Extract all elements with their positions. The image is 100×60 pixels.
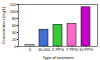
svg-text:60: 60 — [12, 23, 17, 28]
svg-text:100: 100 — [10, 9, 17, 14]
svg-text:0: 0 — [29, 47, 32, 52]
svg-text:40: 40 — [12, 30, 17, 35]
svg-text:0: 0 — [14, 44, 17, 49]
svg-text:80: 80 — [12, 16, 17, 21]
svg-text:10,000: 10,000 — [38, 47, 51, 52]
svg-text:Type of treatment: Type of treatment — [42, 55, 74, 60]
svg-text:120: 120 — [10, 2, 17, 7]
svg-text:5 PPG: 5 PPG — [52, 47, 64, 52]
svg-text:20: 20 — [12, 37, 17, 42]
svg-text:10 PPG: 10 PPG — [79, 47, 93, 52]
svg-text:Concentration (mg/L): Concentration (mg/L) — [1, 6, 6, 44]
svg-text:7 PPG: 7 PPG — [66, 47, 78, 52]
